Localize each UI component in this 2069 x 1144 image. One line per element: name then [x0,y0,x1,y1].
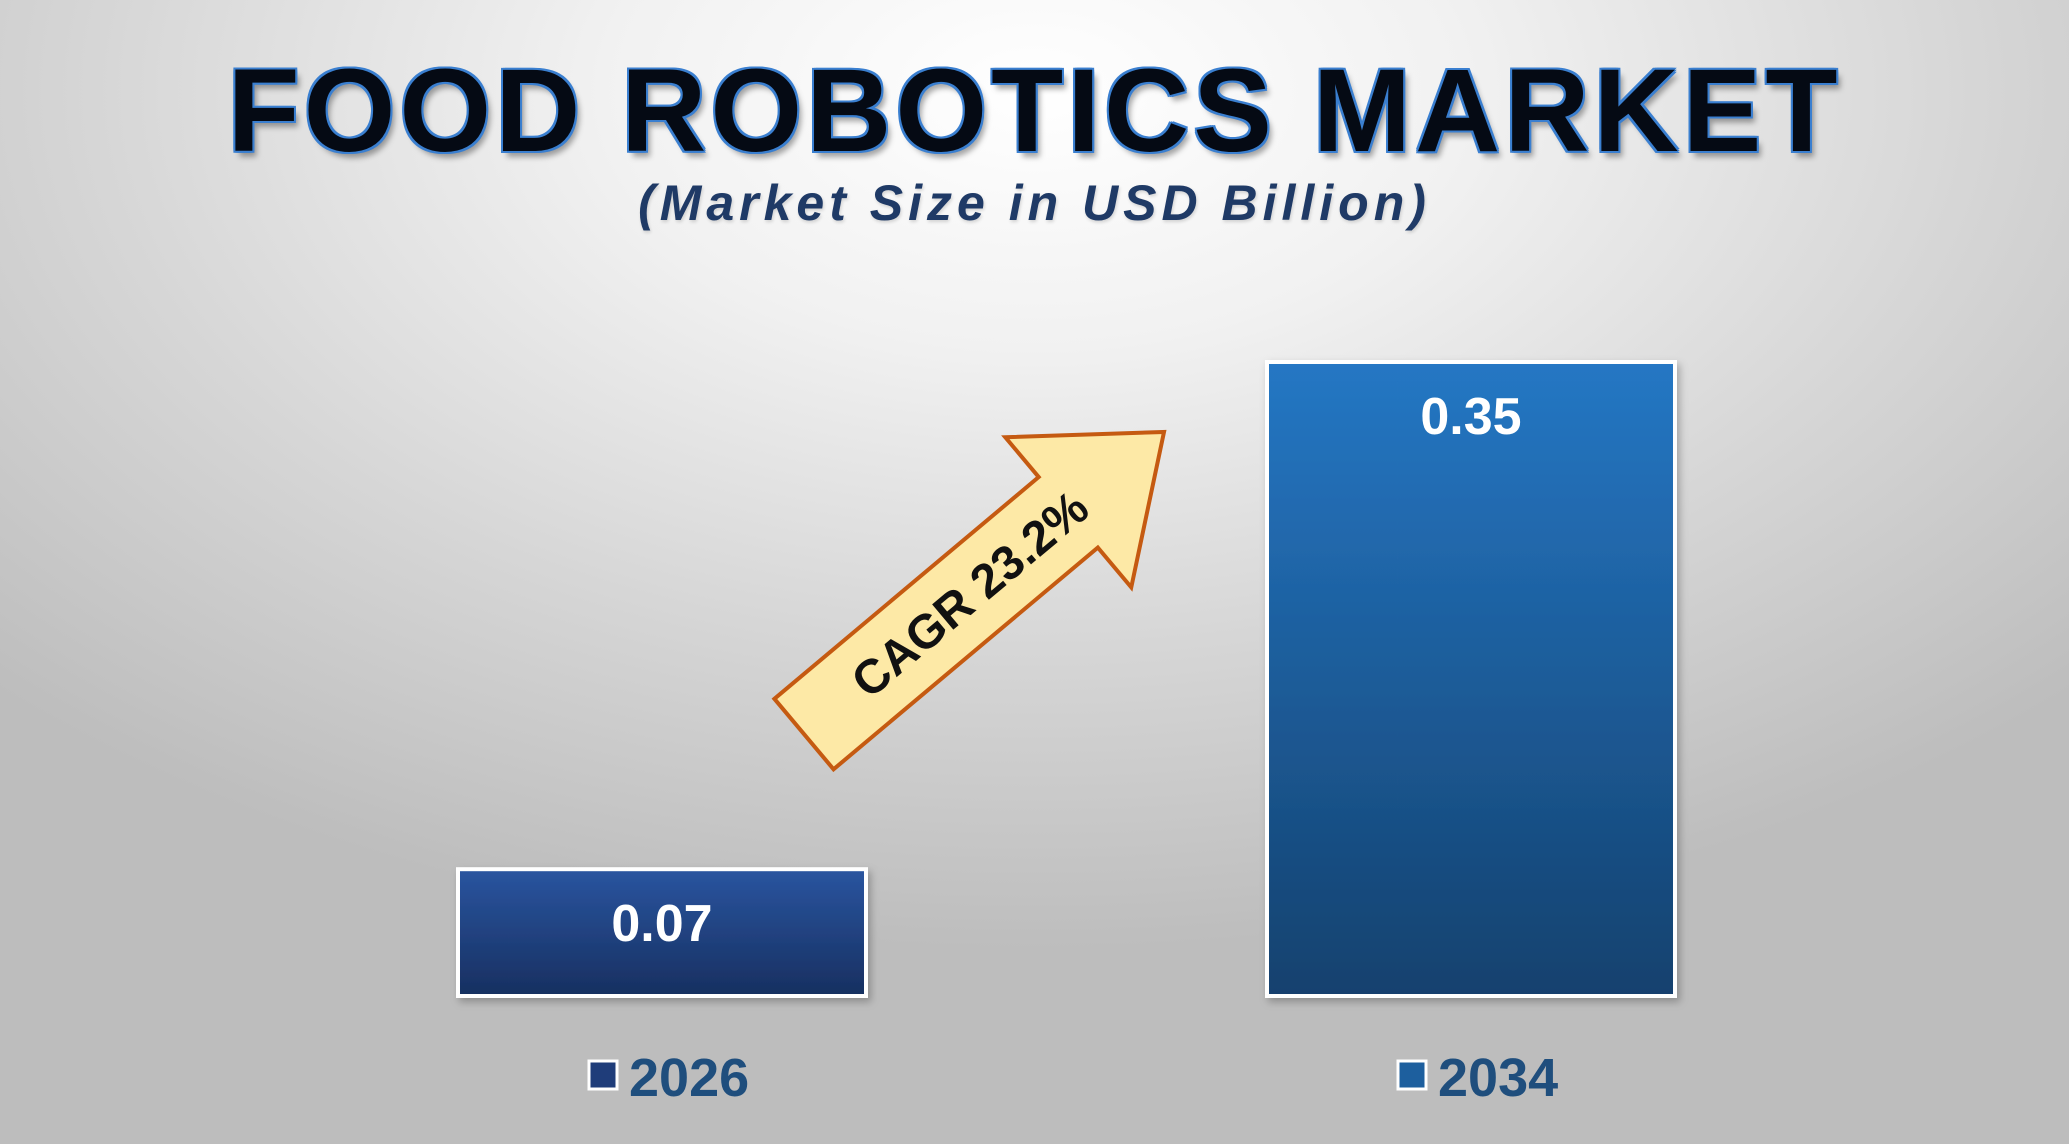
cagr-arrow [771,429,1167,773]
legend-marker-2034 [1396,1059,1428,1091]
cagr-annotation: CAGR 23.2% [771,429,1167,773]
chart-subtitle: (Market Size in USD Billion) [638,175,1431,231]
bar-value-label-2034: 0.35 [1420,388,1521,446]
bar-2034 [1265,360,1677,998]
cagr-label: CAGR 23.2% [842,481,1099,709]
category-label-2026: 2026 [629,1048,749,1108]
legend-marker-2026 [587,1059,619,1091]
chart-title: FOOD ROBOTICS MARKET [227,45,1842,177]
category-label-2034: 2034 [1438,1048,1558,1108]
bar-value-label-2026: 0.07 [611,895,712,953]
bar-2026 [456,867,868,999]
